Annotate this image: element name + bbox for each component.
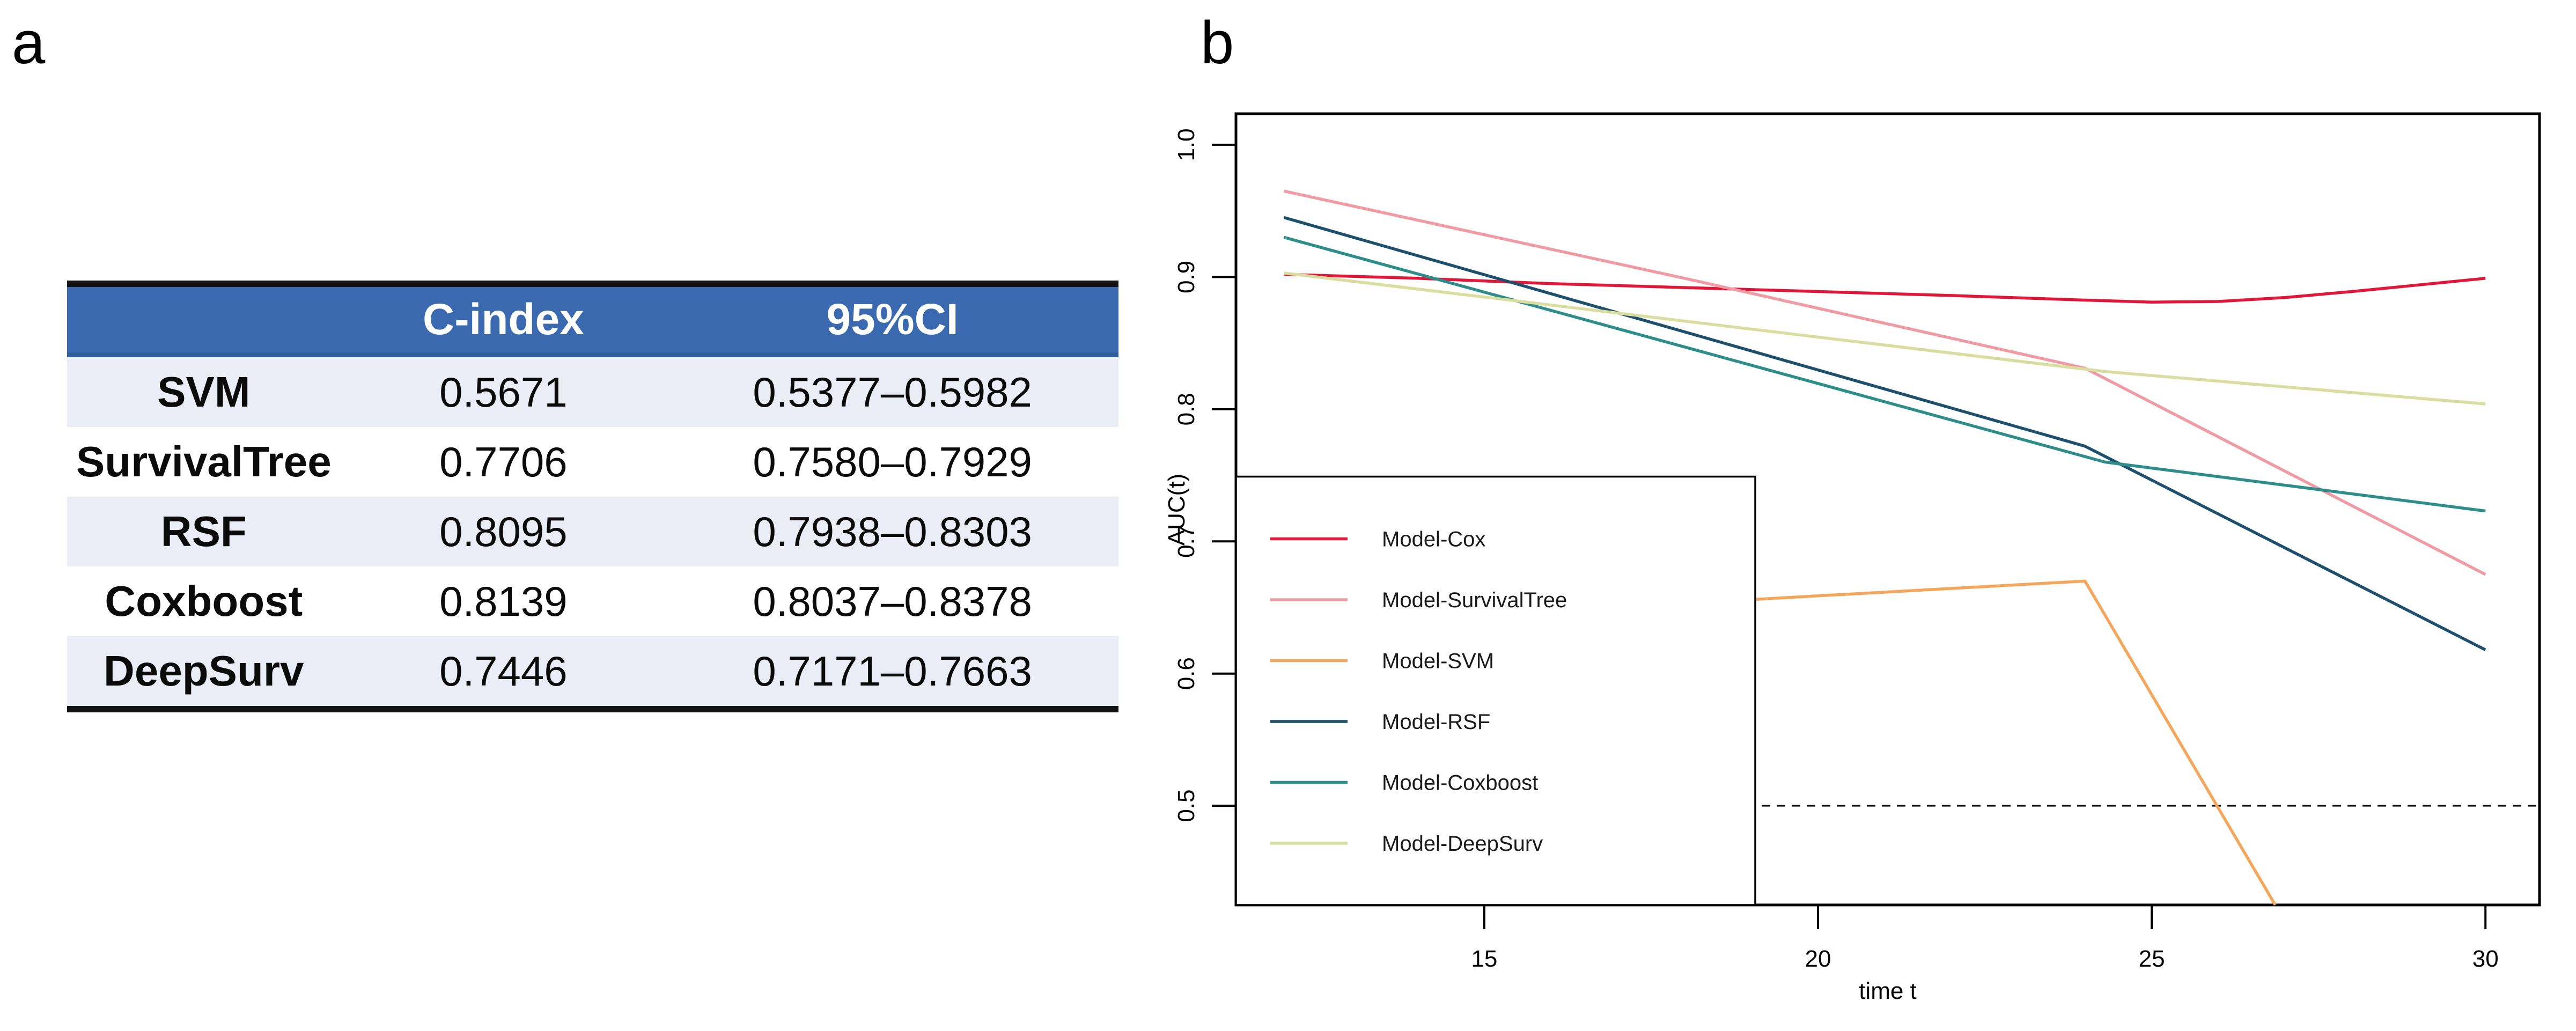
- series-line-model-coxboost: [1283, 235, 2486, 513]
- panel-label-b: b: [1201, 9, 1234, 76]
- model-name-cell: SurvivalTree: [76, 438, 332, 485]
- ci-value-cell: 0.7580–0.7929: [753, 438, 1032, 485]
- y-axis-label: AUC(t): [1164, 474, 1190, 546]
- y-axis-tick-label: 0.7: [1173, 525, 1199, 558]
- series-line-model-cox: [1284, 273, 2486, 304]
- table-row: RSF 0.8095 0.7938–0.8303: [67, 497, 1118, 566]
- cindex-value-cell: 0.8139: [439, 577, 568, 625]
- legend-entry-label: Model-DeepSurv: [1382, 832, 1543, 856]
- ci-value-cell: 0.7938–0.8303: [753, 507, 1032, 555]
- cindex-value-cell: 0.5671: [439, 368, 568, 416]
- legend-entry-label: Model-RSF: [1382, 710, 1490, 734]
- cindex-value-cell: 0.8095: [439, 507, 568, 555]
- ci-value-cell: 0.7171–0.7663: [753, 647, 1032, 695]
- y-axis-tick-label: 1.0: [1173, 128, 1199, 161]
- y-axis-tick-label: 0.8: [1173, 393, 1199, 425]
- legend-entry-label: Model-SurvivalTree: [1382, 588, 1567, 612]
- table-row: SVM 0.5671 0.5377–0.5982: [67, 357, 1118, 427]
- model-name-cell: SVM: [157, 368, 251, 416]
- legend-entry-label: Model-Coxboost: [1382, 771, 1538, 795]
- x-axis-tick-label: 25: [2139, 946, 2165, 972]
- table-header-ci: 95%CI: [826, 295, 959, 344]
- panel-label-a: a: [12, 9, 46, 76]
- cindex-value-cell: 0.7706: [439, 438, 568, 485]
- x-axis-tick-label: 15: [1471, 946, 1497, 972]
- model-name-cell: RSF: [160, 507, 247, 555]
- x-axis-tick-label: 30: [2472, 946, 2499, 972]
- cindex-value-cell: 0.7446: [439, 647, 568, 695]
- legend-box: [1235, 475, 1756, 906]
- table-row: DeepSurv 0.7446 0.7171–0.7663: [67, 636, 1118, 706]
- table-row: Coxboost 0.8139 0.8037–0.8378: [67, 566, 1118, 636]
- y-axis-tick-label: 0.6: [1173, 657, 1199, 690]
- legend-entry-label: Model-Cox: [1382, 528, 1485, 551]
- model-name-cell: DeepSurv: [104, 647, 304, 695]
- series-line-model-deepsurv: [1284, 271, 2486, 406]
- series-line-model-survivaltree: [1284, 189, 2486, 576]
- y-axis-tick-label: 0.5: [1173, 790, 1199, 822]
- y-axis-tick-label: 0.9: [1173, 261, 1199, 293]
- legend-entry-label: Model-SVM: [1382, 650, 1494, 673]
- ci-value-cell: 0.5377–0.5982: [753, 368, 1032, 416]
- x-axis-label: time t: [1859, 978, 1917, 1004]
- ci-value-cell: 0.8037–0.8378: [753, 577, 1032, 625]
- x-axis-tick-label: 20: [1805, 946, 1831, 972]
- table-header-cindex: C-index: [423, 295, 584, 344]
- series-line-model-rsf: [1283, 216, 2486, 651]
- table-row: SurvivalTree 0.7706 0.7580–0.7929: [67, 427, 1118, 497]
- table-header-row: C-index 95%CI: [67, 287, 1118, 357]
- series-line-model-svm: [1751, 579, 2277, 906]
- model-name-cell: Coxboost: [105, 577, 303, 625]
- cindex-table: C-index 95%CI SVM 0.5671 0.5377–0.5982 S…: [67, 281, 1118, 712]
